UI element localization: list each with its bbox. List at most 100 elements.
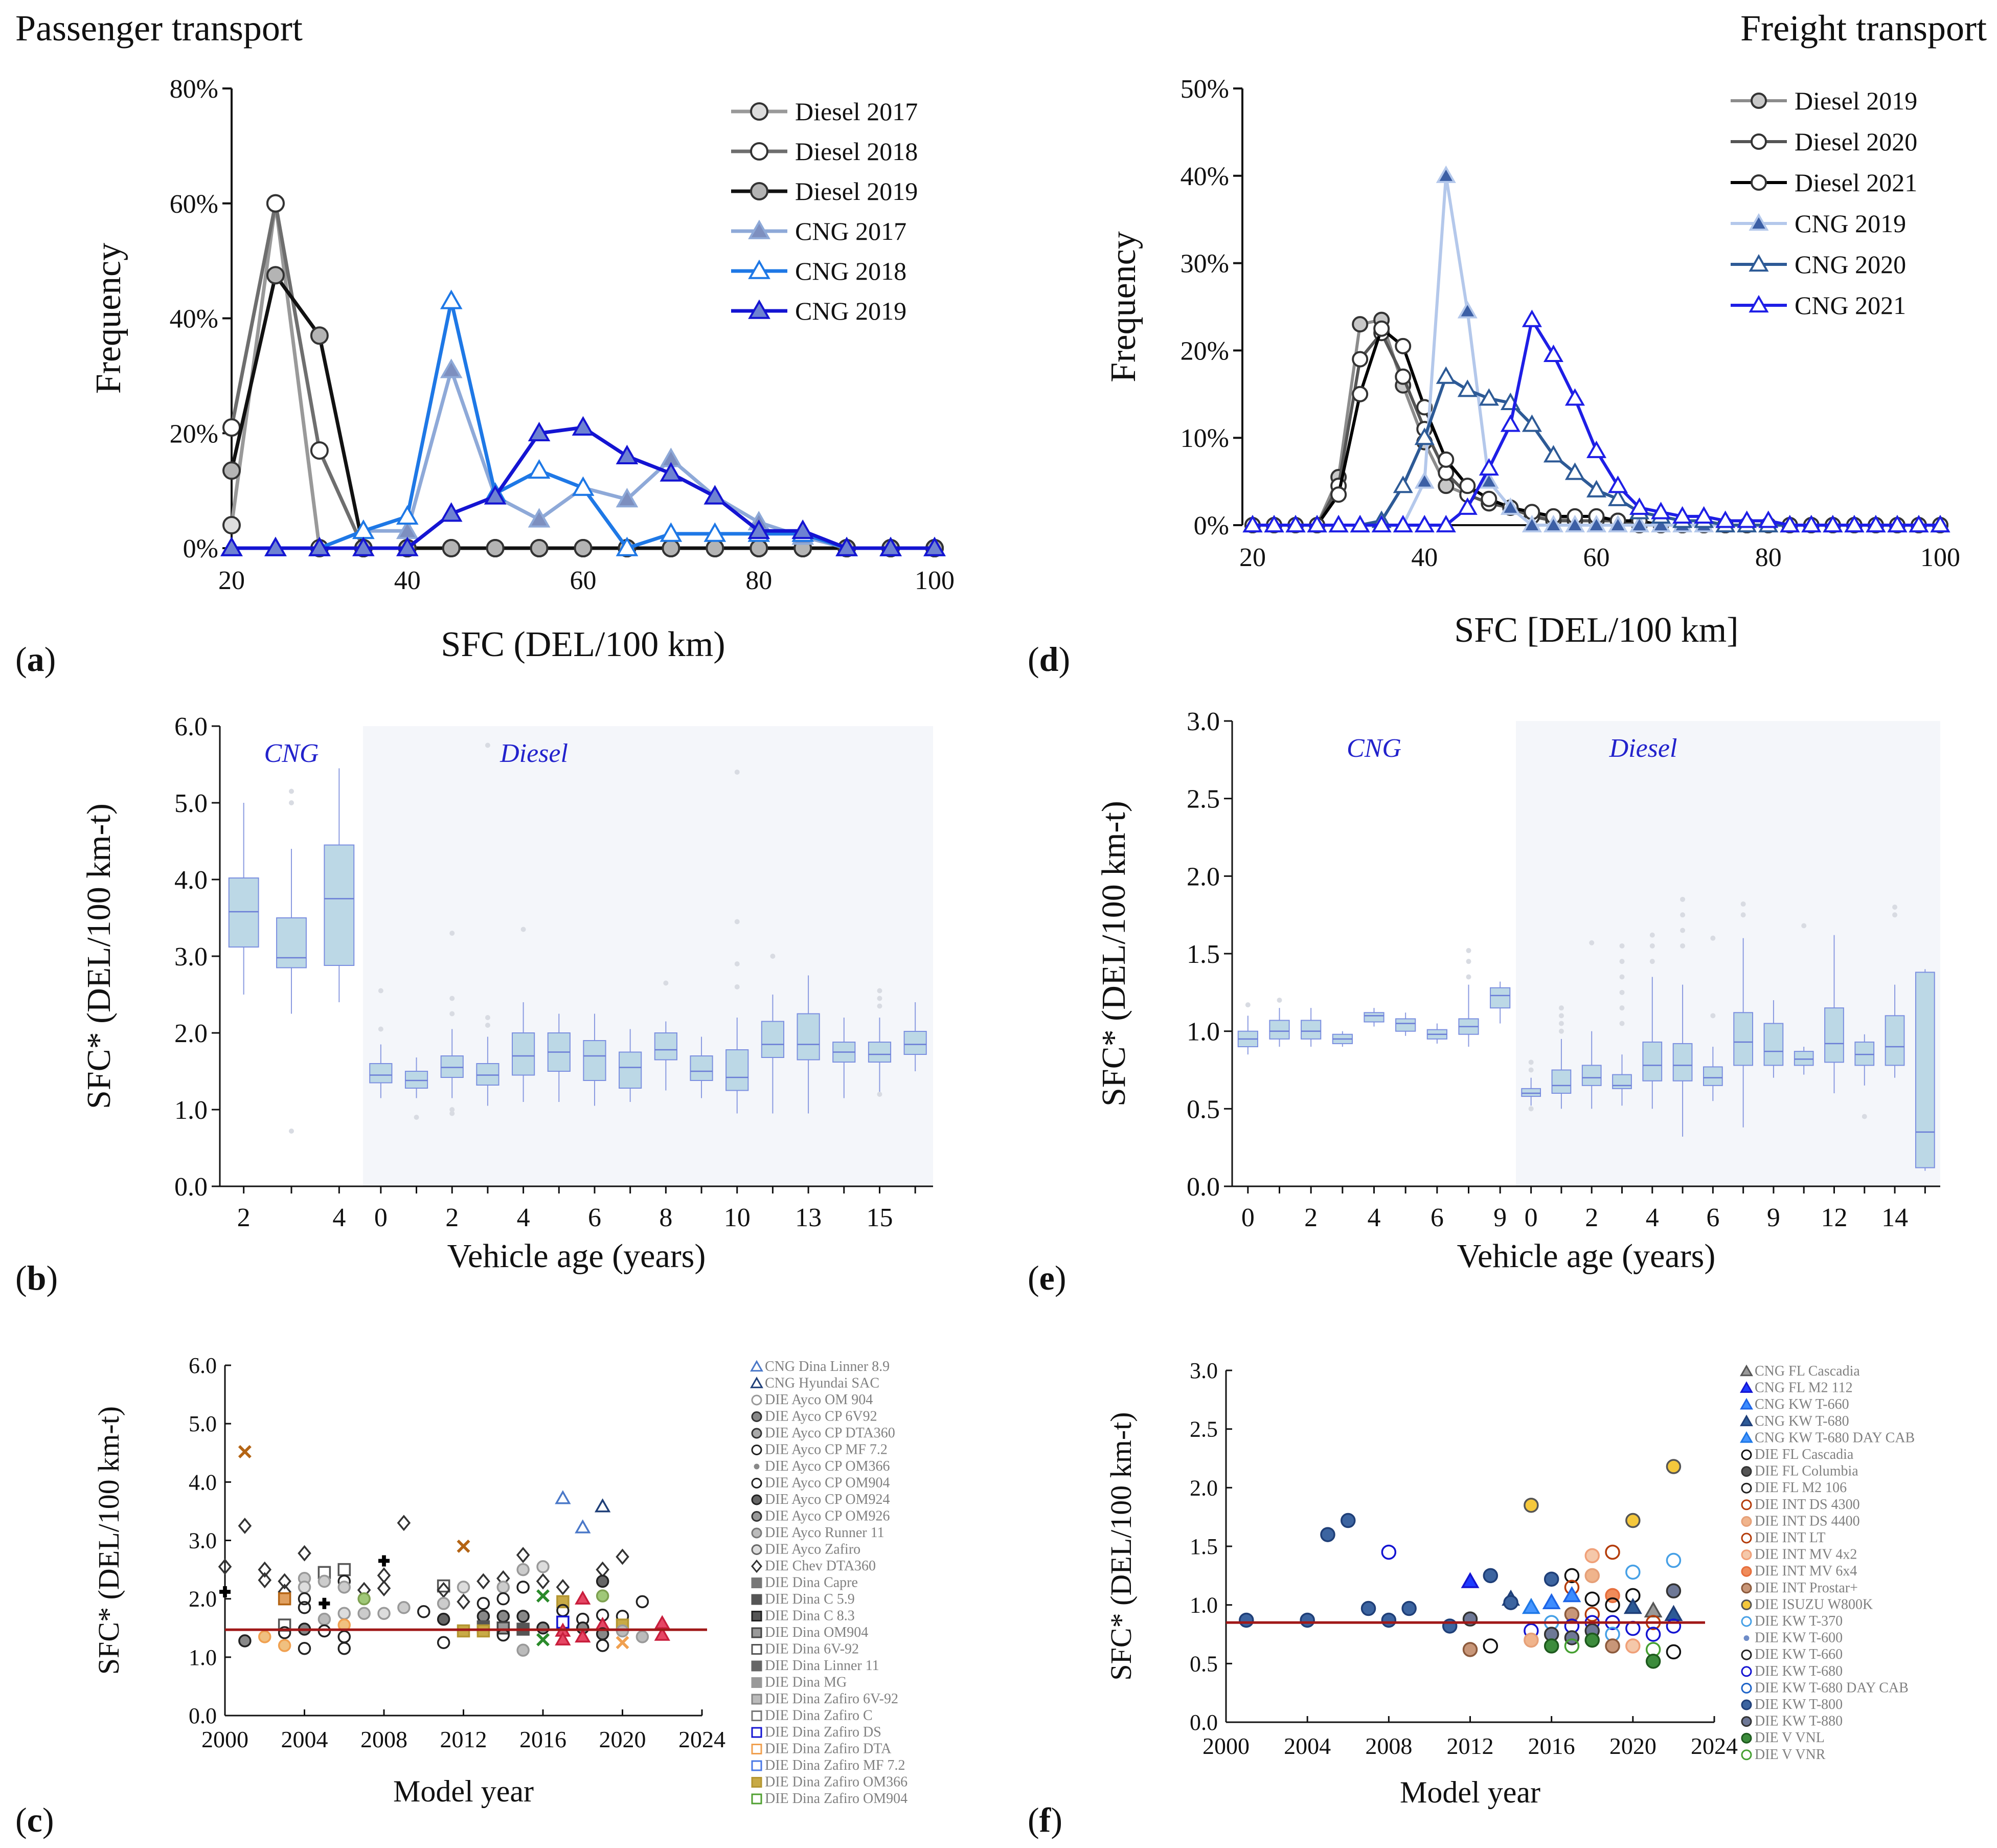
box-iqr — [404, 1071, 428, 1089]
scatter-point — [278, 1592, 291, 1606]
legend-label: DIE Ayco CP 6V92 — [765, 1409, 877, 1425]
data-point — [528, 459, 551, 479]
legend-label: Diesel 2018 — [795, 137, 918, 166]
scatter-point — [636, 1630, 649, 1643]
scatter-point — [337, 1581, 351, 1594]
scatter-point — [457, 1581, 470, 1594]
data-point — [264, 536, 287, 556]
box-age-1 — [1551, 1005, 1572, 1109]
data-point — [1801, 514, 1822, 533]
data-point — [222, 516, 241, 535]
legend-marker — [1741, 1516, 1752, 1527]
x-tick-label: 2024 — [1691, 1733, 1738, 1759]
legend-label: DIE Dina Zafiro OM366 — [765, 1774, 907, 1790]
x-tick-label: 2000 — [201, 1726, 248, 1752]
box-age-2 — [1301, 1008, 1322, 1047]
y-tick-label: 60% — [170, 190, 218, 219]
scatter-point — [556, 1595, 570, 1609]
scatter-point — [1564, 1638, 1580, 1654]
scatter-point — [1320, 1527, 1335, 1542]
scatter-point — [654, 1615, 670, 1629]
box-age-5 — [1672, 896, 1693, 1137]
box-iqr — [1763, 1023, 1784, 1066]
legend-label: DIE KW T-680 — [1755, 1663, 1843, 1679]
chart-d-frequency-freight: 0% 10% 20% 30% 40% 50% 20 40 60 80 100 SFC [DEL/100… — [1104, 75, 1960, 650]
data-point — [1543, 514, 1563, 533]
passenger-transport-title: Passenger transport — [15, 8, 303, 49]
x-axis-label: SFC (DEL/100 km) — [441, 625, 725, 664]
box-age-15 — [868, 988, 892, 1097]
data-point — [1522, 309, 1542, 327]
data-point — [530, 539, 549, 557]
scatter-point — [616, 1636, 629, 1650]
scatter-point — [594, 1498, 611, 1513]
data-point — [616, 488, 639, 508]
data-point — [1564, 388, 1585, 406]
box-iqr — [1733, 1012, 1754, 1066]
series-diesel-2019 — [222, 266, 944, 557]
scatter-point — [397, 1515, 411, 1531]
panel-label-c: (c) — [15, 1800, 54, 1839]
scatter-point — [1625, 1638, 1641, 1654]
data-point — [440, 289, 463, 309]
scatter-point — [298, 1545, 311, 1562]
legend-marker — [1741, 1682, 1752, 1694]
data-point — [1564, 462, 1585, 480]
scatter-point — [319, 1597, 330, 1609]
box-age-7 — [1458, 948, 1479, 1047]
outlier-point — [1558, 1028, 1564, 1034]
box-age-6 — [1426, 1023, 1447, 1044]
data-point — [1459, 478, 1476, 494]
legend-marker — [1749, 213, 1769, 231]
scatter-point — [357, 1592, 371, 1606]
legend: Diesel 2019 Diesel 2020 Diesel 2021 CNG 201… — [1731, 86, 1917, 320]
legend-label: DIE Ayco CP DTA360 — [765, 1425, 895, 1441]
box-age-4 — [1364, 1008, 1385, 1027]
scatter-point — [1360, 1601, 1376, 1616]
legend-marker — [1741, 1499, 1752, 1511]
box-iqr — [1824, 1007, 1844, 1063]
legend-marker — [751, 1411, 762, 1422]
legend-label: DIE FL Cascadia — [1755, 1447, 1854, 1462]
x-tick-label: 2024 — [678, 1726, 725, 1752]
data-point — [791, 519, 814, 539]
outlier-point — [449, 996, 455, 1001]
panel-label-f: (f) — [1028, 1800, 1062, 1839]
scatter-point — [1401, 1601, 1417, 1616]
legend-marker — [754, 1463, 760, 1470]
y-tick-label: 2.0 — [1190, 1475, 1218, 1500]
outlier-point — [1528, 1060, 1534, 1065]
outlier-point — [1619, 1005, 1625, 1011]
data-point — [528, 421, 551, 442]
scatter-point — [1584, 1548, 1600, 1564]
outlier-point — [1619, 974, 1625, 980]
box-iqr — [369, 1063, 393, 1084]
outlier-point — [1649, 959, 1655, 964]
legend-label: DIE ISUZU W800K — [1755, 1596, 1873, 1612]
scatter-point — [437, 1612, 450, 1626]
group-label-cng: CNG — [1347, 734, 1401, 763]
box-age-14 — [1885, 905, 1905, 1078]
y-axis-label: Frequency — [89, 243, 128, 394]
scatter-point — [337, 1641, 351, 1655]
data-point — [1350, 514, 1370, 533]
y-tick-label: 0.0 — [1190, 1710, 1218, 1735]
legend-marker — [1751, 133, 1767, 150]
box-age-6 — [1703, 935, 1723, 1101]
scatter-point — [238, 1634, 252, 1648]
box-iqr — [797, 1013, 820, 1061]
outlier-point — [520, 927, 526, 932]
scatter-point — [536, 1621, 550, 1635]
legend-marker — [1741, 1566, 1752, 1577]
box-iqr — [1794, 1051, 1814, 1066]
series-line — [230, 201, 935, 550]
data-point — [1457, 301, 1478, 319]
scatter-point — [457, 1539, 470, 1553]
x-tick-label: 2020 — [599, 1726, 646, 1752]
outlier-point — [1680, 928, 1686, 933]
data-point — [1930, 514, 1950, 533]
y-axis-label: SFC* (DEL/100 km-t) — [1095, 801, 1132, 1107]
legend-label: DIE Dina Zafiro OM904 — [765, 1791, 907, 1807]
legend-label: DIE KW T-370 — [1755, 1613, 1843, 1629]
x-tick-label: 80 — [1755, 543, 1782, 572]
